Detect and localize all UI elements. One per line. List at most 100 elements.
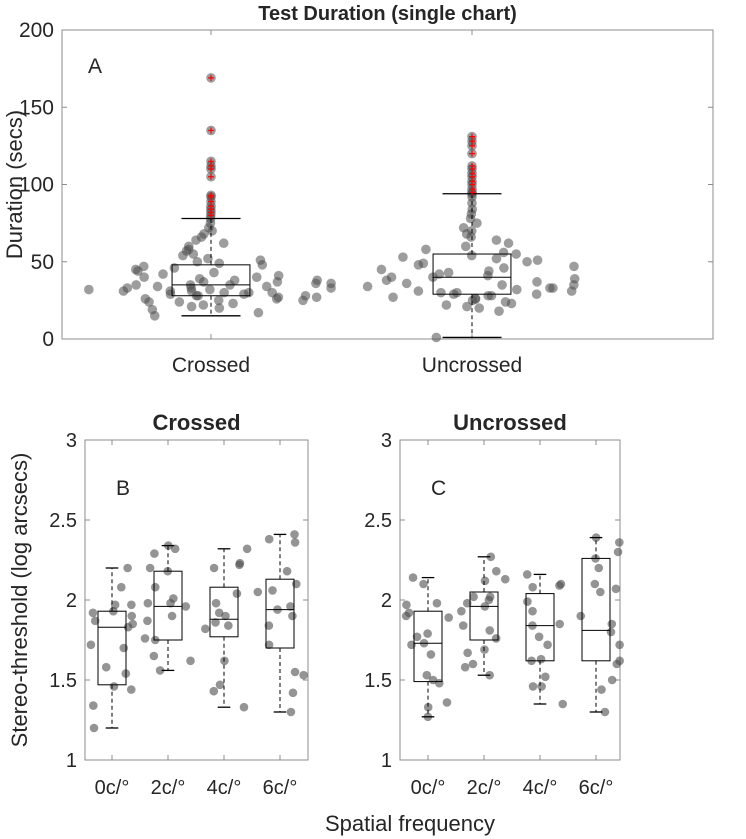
data-point <box>590 579 600 589</box>
y-tick-label: 2.5 <box>49 510 77 532</box>
data-point <box>126 685 136 694</box>
data-point <box>431 332 442 343</box>
data-point <box>463 648 472 658</box>
data-point <box>101 662 111 672</box>
data-point <box>311 292 322 303</box>
data-point <box>436 287 446 298</box>
data-point <box>84 284 94 295</box>
chart-title: Crossed <box>152 410 240 435</box>
data-point <box>244 287 254 298</box>
data-point <box>119 643 129 653</box>
data-point <box>198 300 209 310</box>
data-point <box>469 592 478 602</box>
data-point <box>109 682 119 691</box>
x-tick-label: 4c/° <box>523 777 558 799</box>
data-point <box>312 275 322 286</box>
data-point <box>428 675 438 685</box>
y-tick-label: 1 <box>381 750 392 772</box>
x-tick-label: 0c/° <box>95 777 130 799</box>
data-point <box>522 570 532 579</box>
data-point <box>408 573 418 582</box>
box <box>581 557 611 662</box>
data-point <box>145 563 155 573</box>
data-point <box>215 680 225 690</box>
data-point <box>143 598 153 608</box>
data-point <box>600 707 610 717</box>
data-point <box>569 273 580 284</box>
data-point <box>169 594 178 603</box>
box <box>469 591 499 641</box>
data-point <box>131 280 141 290</box>
data-point <box>423 629 432 638</box>
data-point <box>523 597 532 606</box>
data-point <box>534 632 544 642</box>
data-point <box>127 600 136 610</box>
box <box>265 578 295 649</box>
data-point <box>214 303 225 313</box>
data-point <box>158 269 168 279</box>
data-point <box>181 602 191 611</box>
chart-title: Uncrossed <box>453 410 567 435</box>
y-tick-label: 3 <box>66 430 77 452</box>
data-point <box>607 675 617 685</box>
x-tick-label: 6c/° <box>579 777 614 799</box>
data-point <box>615 656 624 666</box>
x-tick-label: Crossed <box>172 354 250 377</box>
data-point <box>462 598 472 608</box>
data-point <box>229 275 240 286</box>
data-point <box>122 283 133 293</box>
data-point <box>404 608 414 618</box>
data-point <box>500 574 510 584</box>
y-axis-label: Duration (secs) <box>2 110 27 259</box>
x-tick-label: Uncrossed <box>422 354 522 377</box>
data-point <box>466 250 477 261</box>
data-point <box>500 297 511 307</box>
data-point <box>90 616 100 626</box>
y-tick-label: 2 <box>66 590 77 612</box>
data-point <box>434 269 445 279</box>
data-point <box>184 241 194 252</box>
data-point <box>214 608 224 618</box>
data-point <box>457 606 466 616</box>
data-point <box>89 701 98 710</box>
data-point <box>299 670 308 680</box>
data-point <box>532 277 542 287</box>
data-point <box>376 264 387 275</box>
data-point <box>140 294 151 304</box>
data-point <box>511 284 522 295</box>
data-point <box>419 579 428 589</box>
data-point <box>224 621 233 630</box>
box <box>525 593 555 662</box>
box <box>432 253 512 295</box>
data-point <box>155 666 165 675</box>
chart-title: Test Duration (single chart) <box>258 3 517 25</box>
data-point <box>460 662 470 672</box>
panel-B: Crossed B 1 1.5 2 2.5 3 0c/° 2c/° 4c/° 6c/° Stereo-… <box>7 410 309 799</box>
data-point <box>290 530 299 539</box>
y-axis-label: Stereo-threshold (log arcsecs) <box>7 453 32 748</box>
data-point <box>545 283 555 293</box>
data-point <box>290 538 300 547</box>
data-point <box>615 640 624 650</box>
data-point <box>286 602 295 611</box>
data-point <box>606 627 616 637</box>
shared-x-axis-label: Spatial frequency <box>325 811 495 836</box>
data-point <box>402 600 411 610</box>
data-point <box>139 272 149 283</box>
data-point <box>485 592 495 602</box>
data-point <box>532 255 543 266</box>
data-point <box>292 579 301 589</box>
data-point <box>288 688 298 698</box>
data-point <box>537 682 546 691</box>
data-point <box>116 582 126 592</box>
data-point <box>528 582 537 592</box>
data-point <box>326 278 336 289</box>
data-point <box>186 301 197 312</box>
data-point <box>541 672 550 682</box>
data-point <box>194 273 205 284</box>
data-point <box>128 619 138 629</box>
data-point <box>413 286 424 296</box>
panel-A: Test Duration (single chart) A 0 50 100 150 20… <box>2 3 714 377</box>
data-point <box>418 258 429 269</box>
